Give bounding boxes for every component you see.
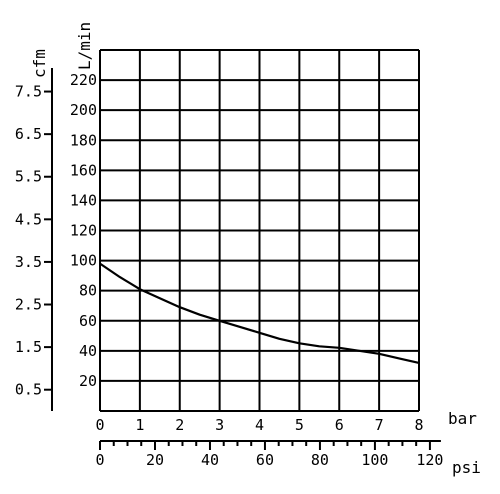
cfm-tick-label: 0.5 <box>15 381 42 399</box>
lmin-tick-label: 200 <box>70 101 97 119</box>
series-point <box>258 332 261 334</box>
cfm-tick-label: 6.5 <box>15 125 42 143</box>
bar-tick-label: 0 <box>95 416 104 434</box>
bar-tick-label: 8 <box>414 416 423 434</box>
series-point <box>159 297 161 299</box>
lmin-tick-label: 20 <box>79 372 97 390</box>
series-point <box>179 306 181 308</box>
bar-tick-label: 6 <box>335 416 344 434</box>
series-point <box>318 345 320 347</box>
series-point <box>199 314 201 316</box>
bar-tick-label: 4 <box>255 416 264 434</box>
lmin-tick-label: 160 <box>70 161 97 179</box>
series-point <box>139 288 141 290</box>
psi-tick-label: 20 <box>146 451 164 469</box>
series-point <box>278 338 281 340</box>
series-point <box>378 353 380 355</box>
cfm-tick-label: 4.5 <box>15 210 42 228</box>
bar-tick-label: 7 <box>375 416 384 434</box>
chart-series <box>99 262 420 364</box>
series-point <box>418 362 420 364</box>
lmin-tick-label: 140 <box>70 191 97 209</box>
series-point <box>219 320 221 322</box>
bar-tick-label: 5 <box>295 416 304 434</box>
bar-tick-label: 3 <box>215 416 224 434</box>
unit-label-psi: psi <box>452 458 481 477</box>
lmin-tick-label: 100 <box>70 252 97 270</box>
series-point <box>238 326 241 328</box>
lmin-tick-label: 120 <box>70 222 97 240</box>
chart-axes <box>44 68 441 450</box>
psi-tick-label: 100 <box>361 451 388 469</box>
series-point <box>358 350 360 352</box>
unit-label-lmin: L/min <box>75 22 94 70</box>
series-point <box>99 262 101 265</box>
cfm-tick-label: 7.5 <box>15 83 42 101</box>
bar-tick-label: 2 <box>175 416 184 434</box>
unit-labels: cfm L/min bar psi <box>30 22 481 477</box>
psi-tick-label: 80 <box>311 451 329 469</box>
cfm-tick-label: 1.5 <box>15 338 42 356</box>
lmin-tick-label: 220 <box>70 71 97 89</box>
unit-label-cfm: cfm <box>30 49 49 78</box>
psi-tick-label: 60 <box>256 451 274 469</box>
lmin-tick-label: 180 <box>70 131 97 149</box>
series-point <box>298 342 300 344</box>
lmin-tick-label: 40 <box>79 342 97 360</box>
chart-grid <box>99 49 420 412</box>
series-point <box>398 357 400 359</box>
lmin-tick-label: 60 <box>79 312 97 330</box>
series-point <box>338 347 340 349</box>
unit-label-bar: bar <box>448 409 477 428</box>
psi-tick-label: 120 <box>416 451 443 469</box>
series-point <box>119 276 121 278</box>
lmin-tick-label: 80 <box>79 282 97 300</box>
cfm-tick-label: 5.5 <box>15 168 42 186</box>
cfm-tick-label: 3.5 <box>15 253 42 271</box>
cfm-tick-label: 2.5 <box>15 296 42 314</box>
psi-tick-label: 40 <box>201 451 219 469</box>
tick-labels: 0.51.52.53.54.55.56.57.52040608010012014… <box>15 71 444 469</box>
psi-tick-label: 0 <box>95 451 104 469</box>
bar-tick-label: 1 <box>135 416 144 434</box>
